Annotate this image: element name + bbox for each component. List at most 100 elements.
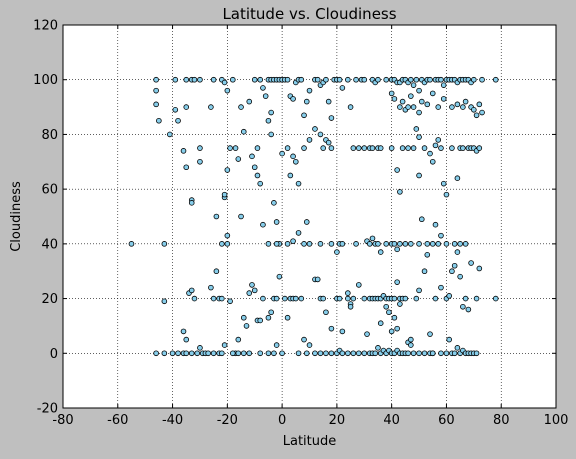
data-point	[427, 76, 433, 83]
data-point	[238, 104, 244, 110]
data-point	[355, 350, 362, 357]
y-tick-label: 100	[33, 73, 58, 88]
data-point	[219, 350, 225, 357]
data-point	[397, 189, 403, 195]
data-point	[345, 76, 351, 83]
data-point	[339, 350, 346, 357]
data-point	[429, 158, 436, 165]
y-tick-label: 0	[50, 347, 58, 362]
x-tick-label: 0	[278, 413, 286, 428]
data-point	[161, 298, 168, 305]
data-point	[397, 241, 403, 247]
y-tick-label: 60	[41, 183, 58, 198]
data-point	[377, 320, 384, 326]
data-point	[328, 115, 335, 121]
data-point	[449, 145, 455, 151]
data-point	[301, 336, 307, 343]
data-point	[383, 241, 389, 247]
data-point	[416, 350, 422, 357]
data-point	[235, 156, 242, 162]
data-point	[323, 309, 329, 316]
data-point	[290, 96, 296, 102]
data-point	[290, 238, 296, 244]
data-point	[443, 191, 450, 198]
data-point	[408, 93, 414, 99]
x-tick-label: -40	[162, 413, 183, 428]
data-point	[408, 76, 414, 83]
data-point	[249, 282, 255, 288]
data-point	[238, 213, 244, 220]
data-point	[397, 301, 403, 307]
data-point	[268, 131, 274, 138]
data-point	[249, 153, 255, 160]
data-point	[246, 350, 253, 357]
data-point	[273, 219, 280, 225]
data-point	[449, 268, 455, 275]
data-point	[197, 76, 203, 83]
data-point	[265, 117, 272, 124]
y-tick-label: 120	[33, 19, 58, 34]
data-point	[254, 172, 261, 179]
data-point	[317, 131, 324, 138]
data-point	[410, 104, 417, 110]
data-point	[317, 350, 324, 357]
data-point	[476, 265, 483, 272]
data-point	[273, 241, 280, 247]
data-point	[257, 76, 264, 83]
data-point	[303, 219, 310, 225]
data-point	[295, 230, 302, 236]
data-point	[391, 314, 398, 321]
data-point	[167, 131, 173, 138]
data-point	[391, 241, 398, 247]
data-point	[416, 172, 422, 179]
data-point	[314, 276, 321, 283]
data-point	[312, 350, 318, 357]
x-tick-label: 60	[438, 413, 455, 428]
data-point	[301, 145, 307, 151]
data-point	[240, 350, 247, 357]
data-point	[416, 87, 422, 94]
data-point	[429, 350, 436, 357]
x-tick-label: 100	[544, 413, 569, 428]
data-point	[240, 314, 247, 321]
data-point	[221, 79, 228, 86]
data-point	[169, 350, 176, 357]
data-point	[375, 345, 381, 351]
data-point	[350, 350, 357, 357]
x-tick-labels: -80 -60 -40 -20 0 20 40 60 80 100	[52, 413, 568, 428]
data-point	[391, 96, 398, 102]
data-point	[429, 90, 436, 97]
data-point	[405, 104, 411, 110]
data-point	[183, 350, 190, 357]
data-point	[284, 241, 291, 247]
data-point	[232, 145, 239, 151]
data-point	[388, 90, 395, 97]
x-tick-label: 40	[383, 413, 400, 428]
data-point	[366, 241, 373, 247]
data-point	[421, 145, 428, 151]
data-point	[424, 252, 431, 258]
y-tick-label: 80	[41, 128, 58, 143]
data-point	[479, 109, 485, 116]
data-point	[161, 241, 168, 247]
data-point	[454, 175, 461, 182]
data-point	[208, 104, 214, 110]
data-point	[408, 336, 414, 343]
data-point	[476, 101, 483, 108]
data-point	[224, 167, 231, 173]
data-point	[492, 76, 499, 83]
data-point	[350, 295, 357, 302]
data-point	[325, 139, 332, 146]
data-point	[435, 104, 442, 110]
data-point	[293, 295, 299, 302]
data-point	[279, 350, 285, 357]
data-point	[394, 246, 400, 253]
data-point	[279, 150, 285, 157]
data-point	[457, 241, 463, 247]
data-point	[268, 309, 274, 316]
data-point	[221, 342, 228, 348]
data-point	[413, 295, 420, 302]
data-point	[213, 213, 220, 220]
data-point	[328, 325, 335, 332]
